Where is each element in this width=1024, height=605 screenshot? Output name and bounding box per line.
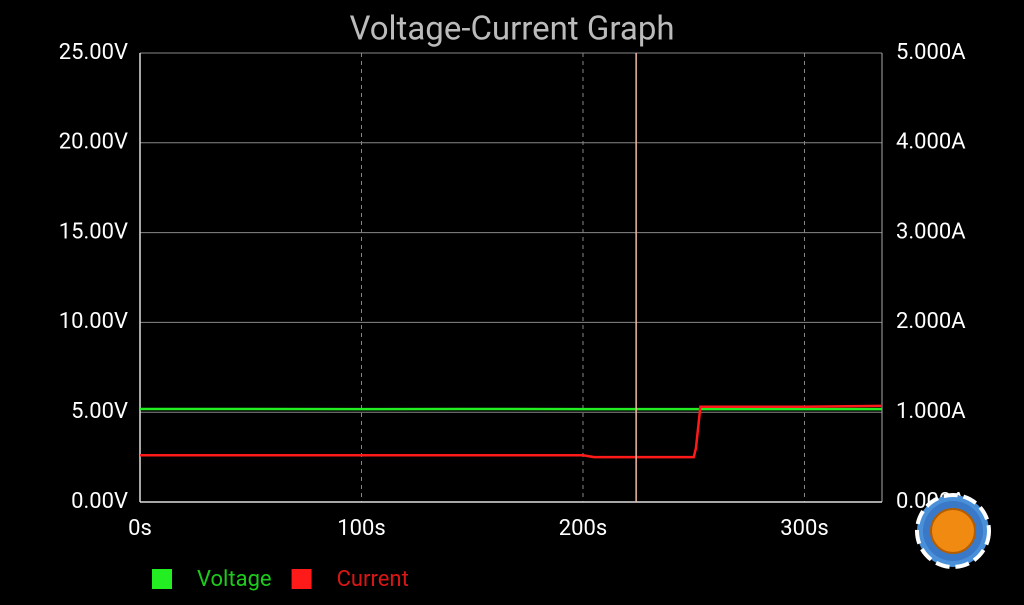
x-tick-label: 200s: [559, 516, 607, 541]
gear-center: [931, 509, 975, 553]
y2-tick-label: 1.000A: [896, 399, 966, 424]
legend-swatch: [152, 569, 172, 589]
x-tick-label: 300s: [780, 516, 828, 541]
y2-tick-label: 4.000A: [896, 130, 966, 155]
y2-tick-label: 3.000A: [896, 219, 966, 244]
chart-title: Voltage-Current Graph: [349, 10, 674, 49]
legend-label: Voltage: [197, 567, 272, 592]
y-tick-label: 5.00V: [71, 399, 128, 424]
y2-tick-label: 5.000A: [896, 40, 966, 65]
y-tick-label: 15.00V: [59, 219, 128, 244]
x-tick-label: 100s: [337, 516, 385, 541]
legend-swatch: [292, 569, 312, 589]
x-tick-label: 0s: [128, 516, 152, 541]
series-line: [140, 406, 882, 457]
y2-tick-label: 2.000A: [896, 309, 966, 334]
y-tick-label: 25.00V: [59, 40, 128, 65]
y-tick-label: 20.00V: [59, 130, 128, 155]
legend-label: Current: [337, 567, 409, 592]
y-tick-label: 0.00V: [71, 489, 128, 514]
settings-gear[interactable]: [917, 495, 989, 567]
y-tick-label: 10.00V: [59, 309, 128, 334]
